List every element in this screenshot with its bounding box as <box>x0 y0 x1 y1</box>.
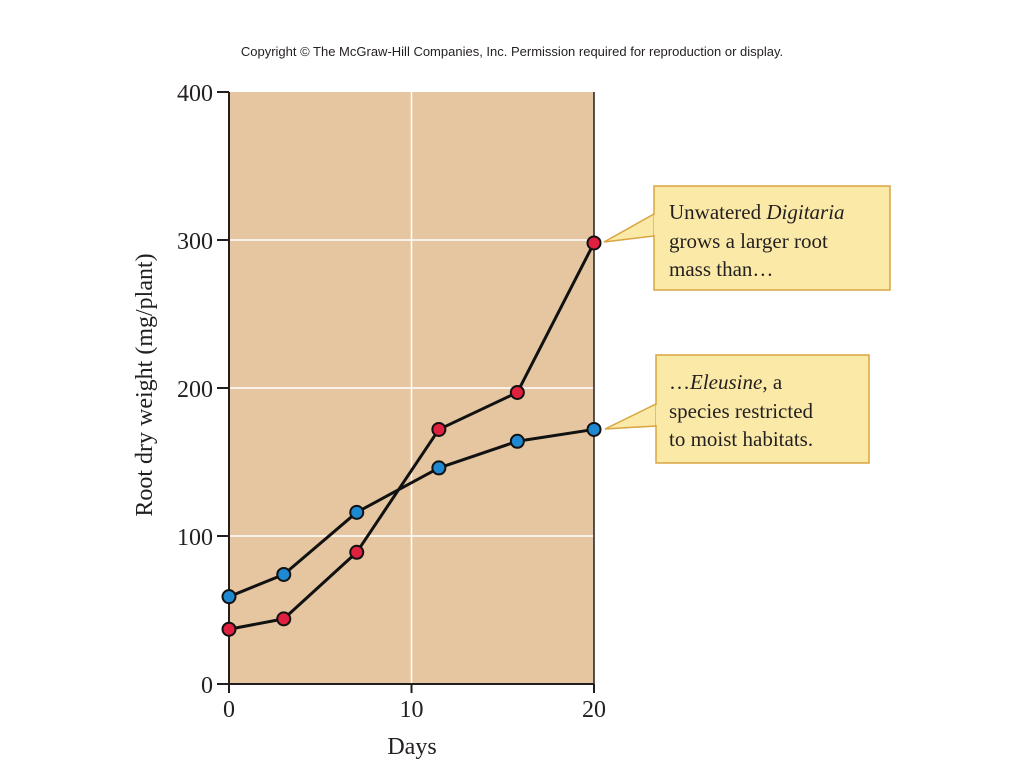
data-point-eleusine <box>586 421 602 437</box>
callout-digitaria-pointer <box>603 212 655 243</box>
callout-eleusine-box <box>655 354 870 464</box>
callout-digitaria-box <box>653 185 891 291</box>
callout-eleusine-line3: to moist habitats. <box>669 427 813 451</box>
callout-digitaria-line2: grows a larger root <box>669 229 828 253</box>
copyright-notice: Copyright © The McGraw-Hill Companies, I… <box>241 44 783 59</box>
series-line-eleusine <box>228 427 595 599</box>
axes <box>217 91 595 693</box>
callout-eleusine: …Eleusine, a species restricted to moist… <box>604 354 870 464</box>
plot-area: 0 100 200 300 400 0 10 20 <box>177 81 606 723</box>
gridlines <box>229 92 594 684</box>
callout-eleusine-line1: …Eleusine, a <box>669 370 783 394</box>
y-axis-label: Root dry weight (mg/plant) <box>132 253 158 516</box>
data-point-digitaria <box>509 384 525 400</box>
data-point-eleusine <box>431 460 447 476</box>
series-points <box>221 235 602 637</box>
data-point-digitaria <box>431 421 447 437</box>
callout-digitaria-line1: Unwatered Digitaria <box>669 200 845 224</box>
data-point-digitaria <box>276 611 292 627</box>
y-tick-label: 400 <box>177 81 213 107</box>
y-tick-label: 200 <box>177 377 213 403</box>
data-point-eleusine <box>221 589 237 605</box>
data-point-digitaria <box>586 235 602 251</box>
callout-digitaria-line3: mass than… <box>669 257 773 281</box>
tick-labels: 0 100 200 300 400 0 10 20 <box>177 81 606 723</box>
x-tick-label: 10 <box>400 697 424 723</box>
data-point-eleusine <box>509 433 525 449</box>
callout-eleusine-line2: species restricted <box>669 399 814 423</box>
y-tick-label: 300 <box>177 229 213 255</box>
data-point-eleusine <box>349 504 365 520</box>
y-tick-label: 0 <box>201 673 213 699</box>
y-tick-label: 100 <box>177 525 213 551</box>
callout-eleusine-pointer <box>604 402 657 430</box>
x-tick-label: 0 <box>223 697 235 723</box>
data-point-digitaria <box>349 544 365 560</box>
series-lines <box>228 242 596 631</box>
x-tick-label: 20 <box>582 697 606 723</box>
data-point-digitaria <box>221 621 237 637</box>
x-axis-label: Days <box>387 734 436 760</box>
data-point-eleusine <box>276 566 292 582</box>
callout-digitaria: Unwatered Digitaria grows a larger root … <box>603 185 891 291</box>
